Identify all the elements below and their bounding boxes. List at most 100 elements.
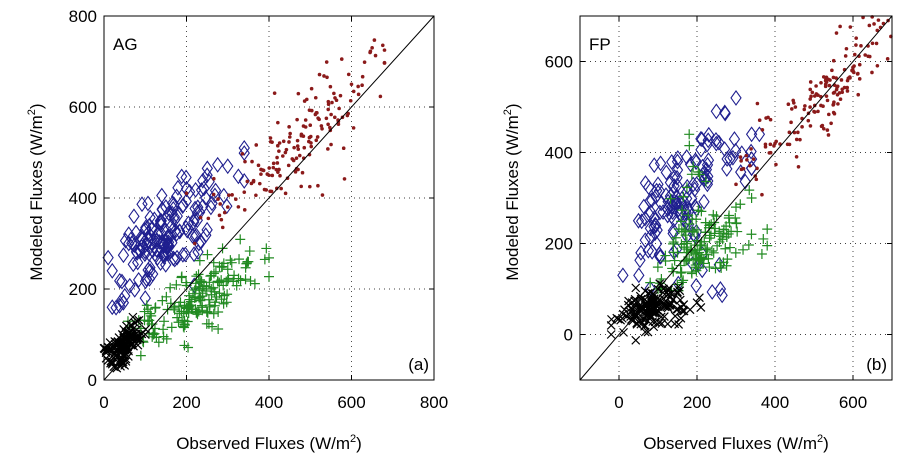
dot-point [346, 72, 351, 77]
dot-point [825, 128, 830, 132]
dot-point [845, 89, 850, 93]
dot-point [814, 84, 818, 88]
dot-point [806, 118, 811, 123]
diamond-point [701, 136, 713, 153]
plus-point [700, 217, 711, 228]
plus-point [686, 267, 697, 278]
x-point [107, 358, 117, 368]
diamond-point [710, 103, 723, 120]
x-tick-label: 400 [761, 393, 789, 412]
plus-point [213, 307, 224, 318]
diamond-point [668, 169, 681, 185]
plus-point [196, 276, 207, 287]
dot-point [808, 124, 813, 128]
diamond-point [172, 179, 184, 196]
diamond-point [680, 149, 693, 165]
plus-point [214, 288, 225, 299]
dot-point [218, 202, 223, 206]
plus-point [704, 233, 715, 244]
diamond-point [143, 270, 156, 287]
x-point [675, 286, 685, 296]
dot-point [314, 138, 319, 143]
x-point [648, 317, 658, 327]
dot-point [261, 168, 266, 173]
diamond-point [238, 172, 250, 189]
diamond-point [192, 244, 204, 260]
dot-point [863, 53, 868, 57]
diamond-point [151, 249, 164, 266]
plus-point [694, 169, 705, 180]
diamond-point [238, 145, 250, 162]
dot-point [738, 155, 743, 159]
plus-point [714, 236, 725, 247]
plus-point [194, 255, 205, 266]
dot-point [287, 135, 292, 139]
diamond-point [714, 281, 727, 297]
dot-point [272, 91, 277, 95]
plus-point [183, 342, 194, 353]
dot-point [276, 170, 280, 174]
dot-point [257, 181, 262, 186]
dot-point [227, 193, 231, 197]
dot-point [222, 210, 227, 215]
plus-point [210, 297, 221, 308]
diamond-point [739, 173, 751, 190]
diamond-point [698, 193, 710, 210]
x-point [636, 319, 646, 329]
dot-point [734, 182, 738, 187]
plus-point [679, 226, 690, 237]
plus-point [171, 279, 182, 290]
dot-point [296, 167, 300, 172]
plus-point [141, 300, 152, 311]
dot-point [816, 109, 820, 114]
plus-point [249, 278, 260, 289]
diamond-point [129, 281, 141, 298]
x-point [128, 312, 138, 322]
panel-b-axes-frame [579, 15, 893, 381]
dot-point [307, 135, 312, 140]
plus-point [165, 282, 176, 293]
x-point [663, 319, 673, 329]
dot-point [275, 161, 280, 165]
diamond-point [209, 187, 221, 204]
diamond-point [123, 226, 135, 243]
dot-point [772, 144, 776, 148]
plus-point [216, 294, 227, 305]
y-tick-label: 800 [69, 7, 97, 26]
x-point [641, 307, 651, 317]
plus-point [675, 267, 686, 278]
dot-point [302, 145, 307, 150]
panel-b-y-axis-label-sup: 2 [502, 109, 514, 115]
plus-point [710, 223, 721, 234]
dot-point [808, 87, 813, 92]
dot-point [748, 163, 752, 168]
diamond-point [132, 271, 145, 288]
dot-point [268, 189, 272, 194]
plus-point [193, 269, 204, 280]
dot-point [339, 57, 344, 61]
dot-point [875, 28, 880, 33]
dot-point [275, 155, 279, 160]
dot-point [832, 111, 837, 116]
plus-point [184, 294, 195, 305]
dot-point [254, 143, 259, 147]
x-point [696, 303, 706, 312]
plus-point [153, 337, 164, 348]
x-point [664, 285, 673, 295]
diamond-point [639, 210, 651, 227]
diamond-point [695, 130, 707, 147]
x-point [679, 300, 688, 310]
dot-point [360, 74, 365, 79]
x-point [106, 358, 115, 368]
dot-point [277, 149, 281, 153]
dot-point [846, 76, 851, 81]
panel-a-y-axis-label-sup: 2 [26, 109, 38, 115]
plus-point [706, 246, 717, 257]
plus-point [746, 193, 757, 203]
dot-point [870, 41, 875, 46]
dot-point [332, 115, 337, 120]
diamond-point [140, 271, 153, 287]
dot-point [808, 105, 812, 109]
dot-point [351, 126, 356, 130]
dot-point [251, 179, 256, 184]
